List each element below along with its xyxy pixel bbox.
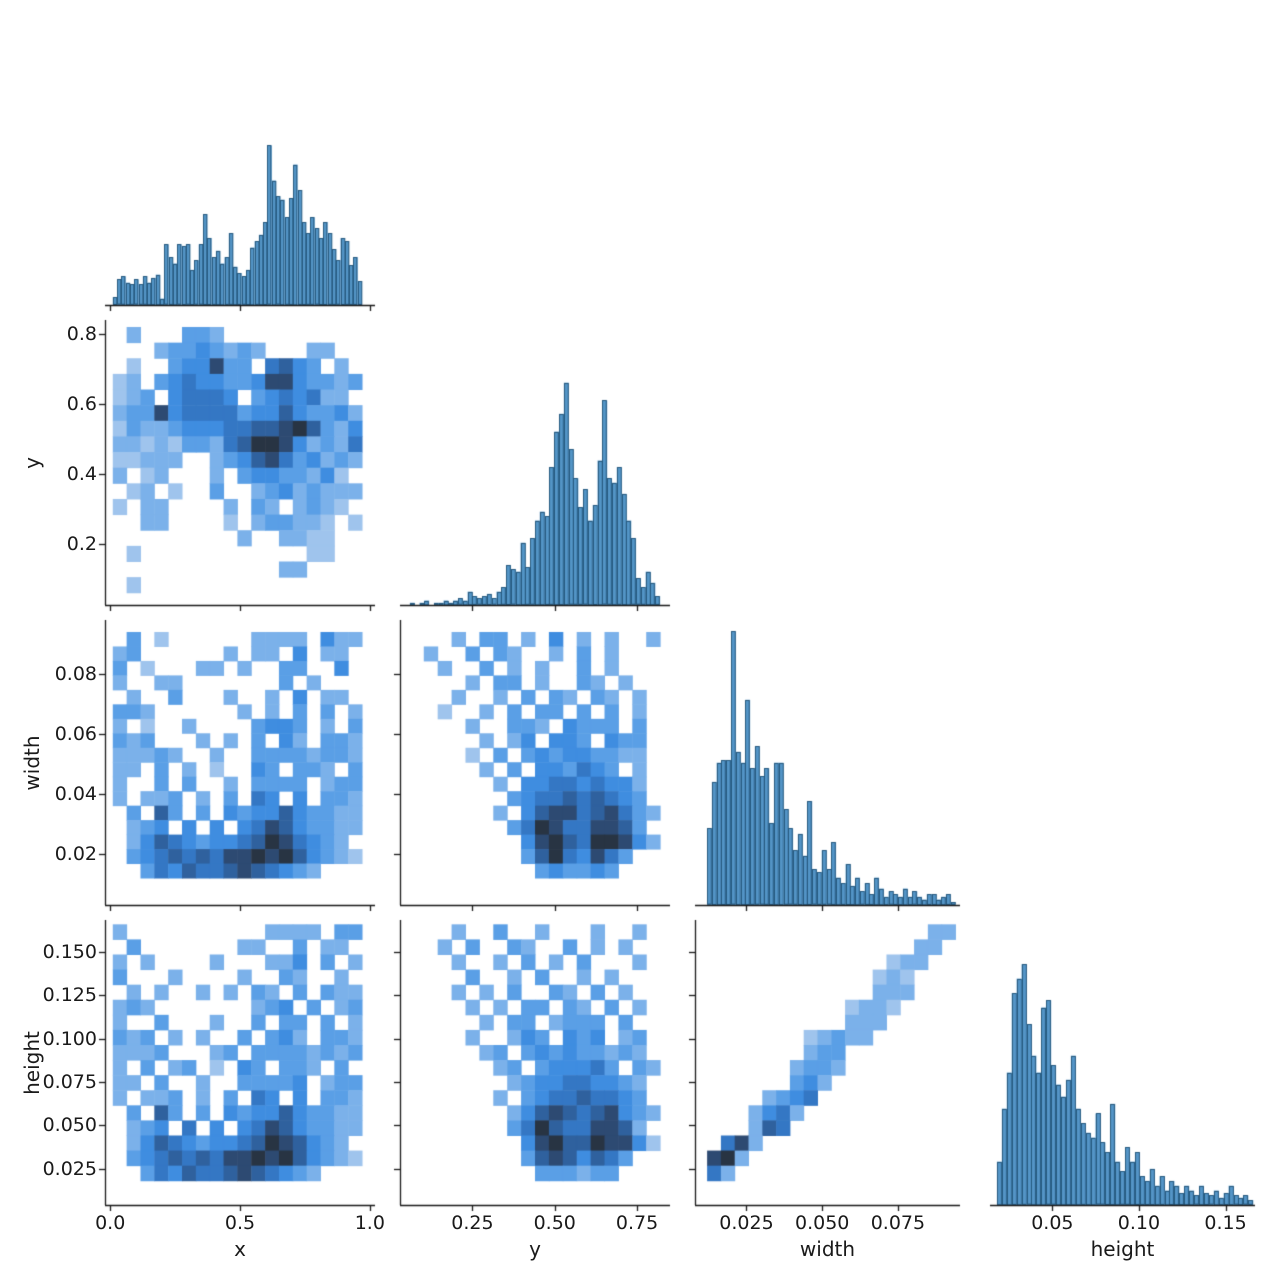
y-tick-label: 0.4	[66, 462, 97, 485]
x-tick-label: 0.0	[95, 1212, 126, 1234]
y-tick-label: 0.100	[42, 1027, 97, 1050]
x-axis-label-y: y	[529, 1237, 541, 1261]
y-tick-label: 0.06	[54, 723, 97, 745]
x-axis-label-width: width	[799, 1237, 856, 1261]
x-tick-label: 0.25	[451, 1212, 494, 1234]
x-tick-label: 0.050	[794, 1212, 850, 1234]
y-tick-label: 0.075	[42, 1070, 97, 1093]
x-tick-label: 0.075	[870, 1212, 926, 1234]
y-tick-label: 0.2	[66, 532, 97, 555]
x-tick-label: 0.10	[1117, 1212, 1161, 1234]
y-tick-label: 0.150	[42, 941, 97, 964]
y-tick-label: 0.125	[42, 984, 97, 1007]
x-axis-label-height: height	[1090, 1237, 1155, 1261]
y-tick-label: 0.8	[66, 322, 97, 345]
x-tick-label: 0.025	[719, 1212, 774, 1234]
x-tick-label: 0.75	[615, 1212, 659, 1234]
x-tick-label: 0.50	[533, 1212, 576, 1234]
y-axis-label-y: y	[20, 456, 44, 469]
x-tick-label: 0.15	[1204, 1212, 1247, 1234]
y-tick-label: 0.6	[66, 392, 97, 415]
y-tick-label: 0.04	[54, 783, 97, 805]
x-tick-label: 1.0	[354, 1212, 385, 1234]
y-axis-label-width: width	[20, 734, 44, 791]
y-axis-label-height: height	[20, 1030, 44, 1095]
y-tick-label: 0.050	[42, 1114, 97, 1137]
y-tick-label: 0.025	[42, 1157, 97, 1180]
x-axis-label-x: x	[234, 1237, 246, 1261]
y-tick-label: 0.02	[54, 843, 97, 865]
x-tick-label: 0.05	[1031, 1212, 1074, 1234]
x-tick-label: 0.5	[224, 1212, 256, 1234]
y-tick-label: 0.08	[54, 663, 97, 685]
